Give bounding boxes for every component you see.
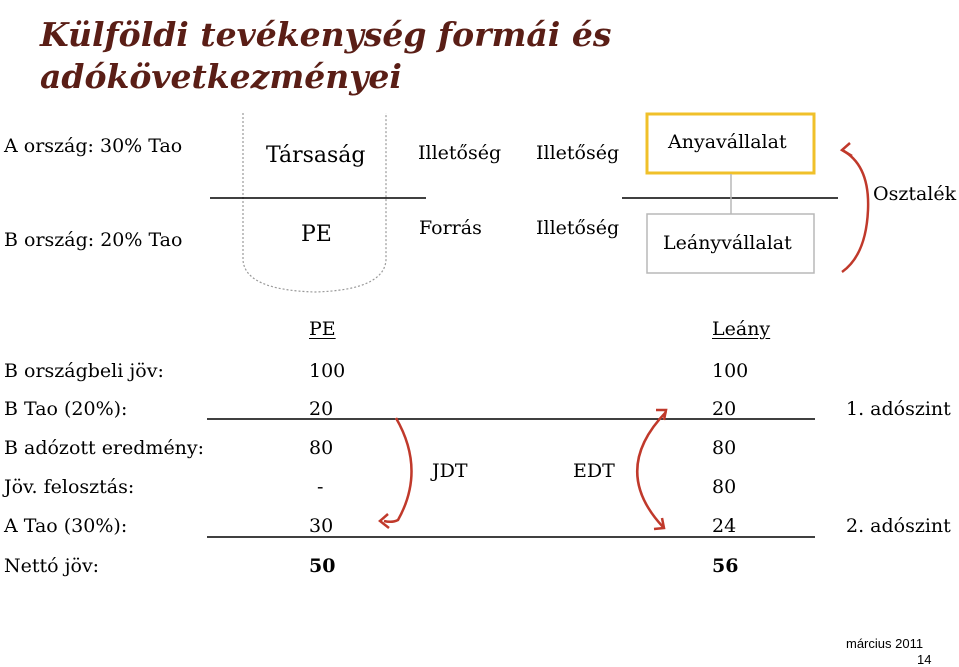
footer-date: március 2011 bbox=[846, 636, 924, 651]
table-row-label: B Tao (20%): bbox=[4, 398, 128, 420]
table-row-leany-value: 20 bbox=[712, 398, 737, 420]
table-head-leany: Leány bbox=[712, 318, 771, 340]
row-b-label: B ország: 20% Tao bbox=[4, 229, 183, 251]
edt-arrow bbox=[636, 411, 667, 528]
table-row-pe-value: - bbox=[317, 476, 324, 498]
table-row-label: A Tao (30%): bbox=[4, 515, 128, 537]
osztalek-arrowhead bbox=[839, 142, 853, 158]
edt-arrowhead-top bbox=[656, 408, 668, 421]
table-row-label: B adózott eredmény: bbox=[4, 437, 205, 459]
table-row-pe-value: 100 bbox=[309, 360, 346, 382]
tax-level-label: 2. adószint bbox=[846, 515, 951, 537]
osztalek-label: Osztalék bbox=[873, 183, 957, 205]
table-row-pe-value: 80 bbox=[309, 437, 334, 459]
table-row-pe-value: 30 bbox=[309, 515, 334, 537]
leanyvallalat-box bbox=[646, 213, 815, 274]
table-row-leany-value: 80 bbox=[712, 476, 737, 498]
illetoseg-1-label: Illetőség bbox=[418, 142, 502, 164]
slide-title-line1: Külföldi tevékenység formái és bbox=[40, 15, 612, 54]
edt-label: EDT bbox=[573, 460, 615, 482]
row-a-label: A ország: 30% Tao bbox=[4, 135, 183, 157]
jdt-arrowhead bbox=[378, 513, 390, 529]
table-row-leany-value: 56 bbox=[712, 555, 739, 577]
table-row-label: Nettó jöv: bbox=[4, 555, 100, 577]
table-head-pe: PE bbox=[309, 318, 336, 340]
slide-title-line2: adókövetkezményei bbox=[40, 57, 402, 96]
jdt-label: JDT bbox=[432, 460, 468, 482]
anyavallalat-box bbox=[645, 112, 816, 175]
table-row-pe-value: 20 bbox=[309, 398, 334, 420]
tax-level-label: 1. adószint bbox=[846, 398, 951, 420]
anyavallalat-label: Anyavállalat bbox=[668, 131, 787, 153]
table-row-leany-value: 80 bbox=[712, 437, 737, 459]
illetoseg-2-label: Illetőség bbox=[536, 142, 620, 164]
leanyvallalat-label: Leányvállalat bbox=[663, 232, 792, 254]
table-row-pe-value: 50 bbox=[309, 555, 336, 577]
table-row-label: Jöv. felosztás: bbox=[4, 476, 135, 498]
illetoseg-3-label: Illetőség bbox=[536, 217, 620, 239]
osztalek-arc bbox=[841, 148, 870, 274]
pe-top-label: PE bbox=[301, 222, 332, 247]
table-row-label: B országbeli jöv: bbox=[4, 360, 164, 382]
edt-arrowhead-bottom bbox=[653, 517, 666, 531]
jdt-arrow bbox=[383, 417, 413, 524]
footer-page-number: 14 bbox=[917, 652, 932, 667]
tarsasag-pe-dotted-outline bbox=[242, 113, 387, 293]
tarsasag-label: Társaság bbox=[266, 143, 366, 168]
table-row-leany-value: 100 bbox=[712, 360, 749, 382]
table-row-leany-value: 24 bbox=[712, 515, 737, 537]
forras-label: Forrás bbox=[419, 217, 482, 239]
